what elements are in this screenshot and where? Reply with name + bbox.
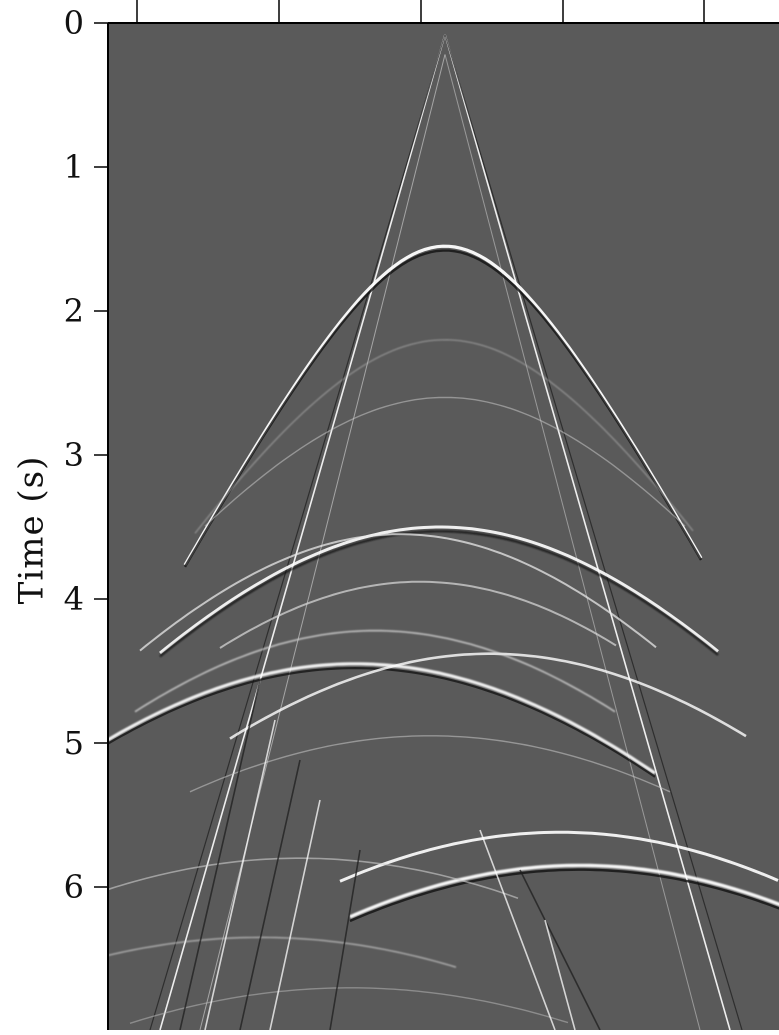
reflection-hyperbola-3	[204, 396, 686, 527]
direct-arrival-line-4	[199, 54, 446, 1030]
reflection-hyperbola-6	[139, 533, 657, 652]
reflection-hyperbola-1	[183, 249, 703, 568]
reflection-hyperbola-14	[349, 863, 779, 919]
y-tick-label-3: 3	[64, 436, 84, 474]
y-tick-label-4: 4	[64, 580, 84, 618]
reflection-hyperbola-2	[194, 339, 694, 534]
diffraction-streak-4	[329, 849, 361, 1030]
y-tick-label-0: 0	[64, 4, 84, 42]
reflection-hyperbola-15	[349, 868, 779, 923]
y-tick-label-5: 5	[64, 724, 84, 762]
direct-arrival-line-0	[159, 34, 446, 1030]
reflection-hyperbola-9	[108, 666, 656, 778]
diffraction-streak-3	[269, 799, 321, 1030]
direct-arrival-line-1	[444, 34, 731, 1030]
diffraction-streak-1	[204, 719, 276, 1030]
diffraction-streak-7	[544, 919, 576, 1030]
reflection-hyperbola-18	[129, 987, 569, 1024]
y-axis-label-text: Time (s)	[11, 455, 52, 605]
axes: 0 1 2 3 4 5 6	[64, 0, 779, 1030]
diffraction-streak-6	[519, 869, 601, 1030]
reflection-hyperbola-16	[108, 857, 519, 899]
reflection-hyperbola-5	[159, 530, 719, 658]
diffraction-streak-5	[479, 829, 556, 1030]
reflection-hyperbola-11	[134, 629, 616, 713]
reflection-hyperbola-12	[189, 735, 671, 793]
direct-arrival-line-2	[149, 34, 446, 1030]
diffraction-streak-2	[239, 759, 301, 1030]
wavefield-events	[108, 34, 779, 1030]
y-tick-label-1: 1	[64, 148, 84, 186]
reflection-hyperbola-17	[108, 936, 457, 968]
reflection-hyperbola-13	[339, 830, 779, 883]
direct-arrival-line-3	[444, 34, 743, 1030]
y-tick-label-6: 6	[64, 868, 84, 906]
diffraction-streak-0	[179, 679, 261, 1030]
direct-arrival-line-5	[444, 54, 701, 1030]
y-axis-label: Time (s)	[6, 380, 56, 680]
reflection-hyperbola-0	[183, 244, 703, 566]
reflection-hyperbola-7	[219, 580, 617, 649]
reflection-hyperbola-10	[229, 652, 747, 740]
y-tick-label-2: 2	[64, 292, 84, 330]
reflection-hyperbola-4	[159, 525, 719, 655]
reflection-hyperbola-8	[108, 662, 656, 775]
